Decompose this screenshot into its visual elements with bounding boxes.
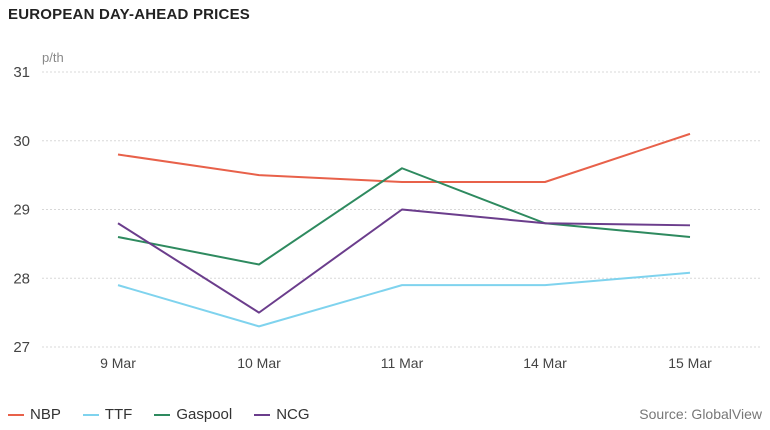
source-note: Source: GlobalView [639, 406, 762, 422]
series-line-ncg [117, 208, 691, 314]
x-tick-label: 11 Mar [381, 355, 424, 371]
legend-label: Gaspool [176, 406, 233, 423]
legend-item-ttf: TTF [82, 406, 133, 423]
legend-item-ncg: NCG [254, 406, 310, 423]
legend-swatch [82, 413, 99, 416]
series-line-gaspool [117, 167, 691, 266]
x-tick-label: 14 Mar [523, 355, 567, 371]
x-tick-label: 9 Mar [100, 355, 136, 371]
legend-label: NCG [276, 406, 310, 423]
legend-swatch [254, 413, 271, 416]
y-tick-label: 27 [13, 339, 30, 356]
series-lines [117, 132, 691, 328]
x-tick-label: 15 Mar [668, 355, 712, 371]
legend-item-nbp: NBP [8, 406, 61, 423]
series-line-nbp [117, 132, 691, 183]
legend-label: NBP [30, 406, 61, 423]
y-tick-label: 28 [13, 270, 30, 287]
y-tick-label: 29 [13, 202, 30, 219]
legend: NBP TTF Gaspool NCG [8, 406, 310, 423]
chart-title: EUROPEAN DAY-AHEAD PRICES [8, 6, 250, 23]
y-tick-label: 30 [13, 133, 30, 150]
x-tick-labels: 9 Mar 10 Mar 11 Mar 14 Mar 15 Mar [100, 355, 712, 371]
legend-swatch [154, 413, 171, 416]
legend-swatch [8, 413, 24, 416]
y-tick-labels: 27 28 29 30 31 [13, 64, 30, 356]
x-tick-label: 10 Mar [237, 355, 281, 371]
legend-item-gaspool: Gaspool [154, 406, 232, 423]
y-axis-unit-label: p/th [42, 50, 64, 65]
legend-label: TTF [104, 406, 133, 423]
y-tick-label: 31 [13, 64, 30, 81]
series-line-ttf [117, 271, 691, 328]
